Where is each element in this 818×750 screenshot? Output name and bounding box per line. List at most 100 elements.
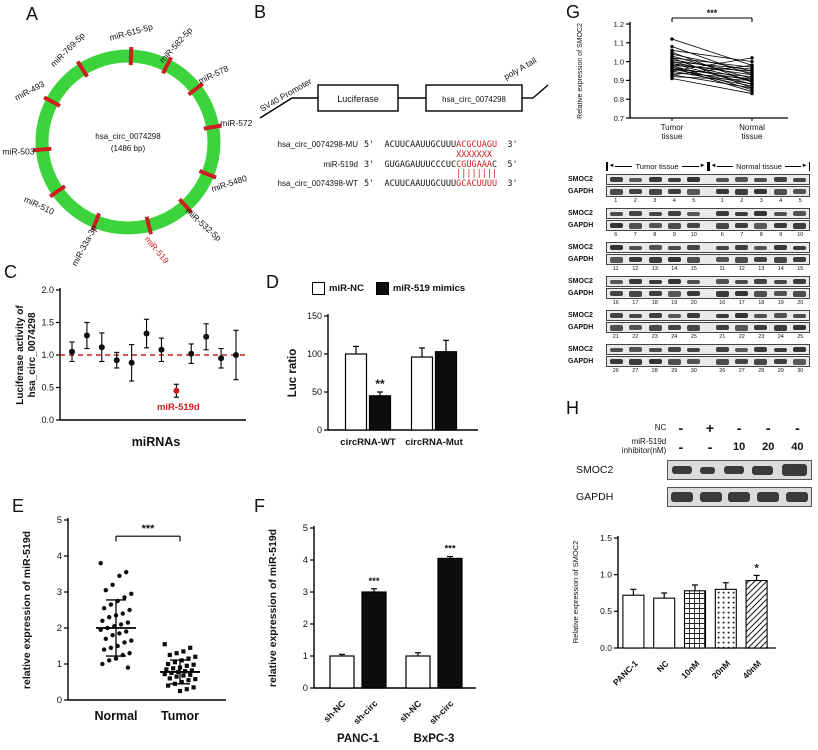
y-tick-label: 0.5 <box>600 606 612 616</box>
blot-group: SMOC2 GAPDH 11 12 13 14 15 11 12 13 14 15 <box>568 242 810 273</box>
protein-band <box>610 188 624 195</box>
dot <box>117 631 122 636</box>
y-tick-label: 1.5 <box>600 533 612 543</box>
protein-band <box>792 211 806 216</box>
protein-band <box>773 245 787 250</box>
lane-number: 26 <box>612 368 619 374</box>
lane-number: 23 <box>651 334 658 340</box>
lane-number: 20 <box>690 300 697 306</box>
sequence-text: 5' ACUUCAAUUGCUUUACGCUAGU 3' <box>364 140 518 151</box>
y-tick-label: 150 <box>307 311 322 321</box>
protein-label: SMOC2 <box>568 244 593 251</box>
y-tick-label: 50 <box>312 387 322 397</box>
sequence-segment: 5' <box>364 179 385 189</box>
left-arrowhead-icon: ◄ <box>710 163 717 169</box>
protein-band <box>648 324 662 331</box>
significance: *** <box>707 8 718 18</box>
significance: * <box>754 562 759 574</box>
protein-label: SMOC2 <box>568 346 593 353</box>
protein-band <box>668 313 682 318</box>
binding-site-tick <box>144 216 153 235</box>
arrow-line <box>615 165 633 168</box>
dot <box>169 670 174 676</box>
protein-band <box>648 359 662 364</box>
protein-label: SMOC2 <box>568 176 593 183</box>
condition-label: NC <box>654 422 667 432</box>
plasmid-ring <box>35 49 221 235</box>
condition-row: NC - + - - - <box>576 420 812 436</box>
bar <box>368 395 392 431</box>
insert-label: hsa_circ_0074298 <box>442 95 506 104</box>
protein-label: GAPDH <box>568 222 594 229</box>
mirna-site-label: miR-582-5p <box>157 25 194 65</box>
lane-number: 25 <box>797 334 804 340</box>
pair-line <box>671 68 753 85</box>
dot <box>129 638 134 643</box>
data-point <box>69 348 75 355</box>
lane-number: 14 <box>671 266 678 272</box>
lane-number: 22 <box>738 334 745 340</box>
protein-band <box>723 466 744 474</box>
dot <box>127 651 132 656</box>
blot-strip <box>606 344 810 355</box>
panel-f-expression-bars: 0 1 2 3 4 5 relative expression of miR-519d sh-… <box>267 523 476 745</box>
protein-band <box>773 291 787 296</box>
protein-band <box>629 279 643 284</box>
right-arrowhead-icon: ► <box>699 163 706 169</box>
bar <box>361 591 387 689</box>
protein-band <box>687 223 701 228</box>
sequence-row: miR-519d 3' GUGAGAUUUCCCUCCGUGAAAC 5' <box>252 160 552 171</box>
lane-number: 29 <box>777 368 784 374</box>
x-tick-label: circRNA-Mut <box>405 437 463 448</box>
mirna-site-label: miR-532-5p <box>184 206 224 243</box>
y-tick-label: 0.0 <box>600 643 612 653</box>
pair-line <box>671 68 753 78</box>
protein-band <box>648 188 662 195</box>
protein-band <box>754 290 768 297</box>
protein-band <box>629 290 643 297</box>
dot <box>174 651 179 656</box>
protein-band <box>699 492 722 502</box>
lane-number: 8 <box>759 232 763 238</box>
sequence-segment: ACUUCAAUUGCUUU <box>384 179 457 189</box>
lane-number: 28 <box>758 368 765 374</box>
binding-site-tick <box>187 81 205 97</box>
dot <box>108 645 114 650</box>
data-point <box>83 332 90 339</box>
blot-row-smoc2: SMOC2 <box>568 174 810 185</box>
panel-a-plasmid-map: miR-615-5p miR-582-5pmiR-578miR-572miR-54… <box>2 22 252 268</box>
protein-band <box>687 291 701 296</box>
x-tick-label: tissue <box>662 132 683 141</box>
protein-band <box>773 347 787 352</box>
legend-label: miR-519 mimics <box>392 283 466 294</box>
lane-number: 2 <box>740 198 744 204</box>
y-tick-label: 1.1 <box>614 39 624 48</box>
lane-number: 24 <box>777 334 784 340</box>
blot-strip <box>606 208 810 219</box>
lane-number: 10 <box>690 232 697 238</box>
blot-row-gapdh: GAPDH <box>568 220 810 231</box>
y-tick-label: 1.0 <box>41 350 54 360</box>
protein-band <box>715 347 729 352</box>
protein-band <box>792 177 806 182</box>
bar <box>405 655 431 689</box>
bar <box>683 590 707 649</box>
tissue-group-label: ◄ Tumor tissue ► <box>606 162 709 171</box>
protein-band <box>671 466 692 474</box>
dot <box>110 633 115 638</box>
binding-site-tick <box>75 60 89 78</box>
condition-value: - <box>707 438 713 455</box>
y-tick-label: 100 <box>307 349 322 359</box>
protein-band <box>687 177 701 182</box>
blot-row-gapdh: GAPDH <box>568 254 810 265</box>
panel-h-smoc2-bars: 0.0 0.5 1.0 1.5 Relative expression of SMOC2… <box>571 533 776 687</box>
panel-g-paired-lines-chart: 0.7 0.8 0.9 1.0 1.1 1.2 Relative expression of… <box>577 8 788 141</box>
protein-band <box>668 358 682 365</box>
lane-number: 30 <box>797 368 804 374</box>
dot <box>164 667 169 672</box>
dot <box>750 56 754 60</box>
blot-row-smoc2: SMOC2 <box>568 310 810 321</box>
plasmid-name: hsa_circ_0074298 <box>95 132 161 141</box>
y-tick-label: 0 <box>57 695 62 706</box>
protein-band <box>754 325 768 330</box>
